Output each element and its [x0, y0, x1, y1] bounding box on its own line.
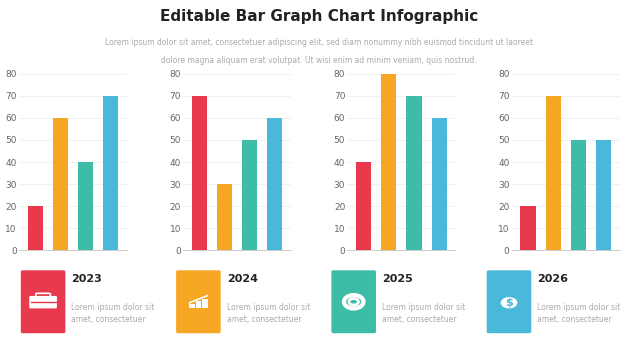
Bar: [596, 140, 611, 251]
Text: Lorem ipsum dolor sit
amet, consectetuer: Lorem ipsum dolor sit amet, consectetuer: [537, 303, 621, 324]
FancyBboxPatch shape: [176, 270, 221, 333]
Bar: [406, 96, 421, 251]
Text: Lorem ipsum dolor sit
amet, consectetuer: Lorem ipsum dolor sit amet, consectetuer: [71, 303, 155, 324]
Text: Lorem ipsum dolor sit
amet, consectetuer: Lorem ipsum dolor sit amet, consectetuer: [382, 303, 466, 324]
Bar: [356, 162, 371, 251]
FancyBboxPatch shape: [331, 270, 376, 333]
Text: 2026: 2026: [537, 274, 568, 284]
FancyBboxPatch shape: [21, 270, 65, 333]
Bar: [217, 184, 232, 251]
Bar: [103, 96, 118, 251]
Bar: [267, 118, 282, 251]
Bar: [546, 96, 561, 251]
Bar: [53, 118, 68, 251]
Text: $: $: [505, 298, 513, 308]
Circle shape: [501, 297, 517, 308]
Text: dolore magna aliquam erat volutpat. Ut wisi enim ad minim veniam, quis nostrud.: dolore magna aliquam erat volutpat. Ut w…: [162, 56, 477, 65]
Text: 2024: 2024: [227, 274, 258, 284]
FancyBboxPatch shape: [29, 296, 57, 308]
Bar: [571, 140, 586, 251]
Bar: [202, 299, 208, 308]
FancyBboxPatch shape: [487, 270, 531, 333]
Bar: [196, 301, 201, 308]
Bar: [242, 140, 257, 251]
Bar: [28, 206, 43, 251]
Bar: [381, 74, 396, 251]
Bar: [192, 96, 207, 251]
Text: Lorem ipsum dolor sit
amet, consectetuer: Lorem ipsum dolor sit amet, consectetuer: [227, 303, 310, 324]
Bar: [78, 162, 93, 251]
Bar: [189, 304, 195, 308]
Text: Editable Bar Graph Chart Infographic: Editable Bar Graph Chart Infographic: [160, 10, 478, 25]
Text: 2023: 2023: [71, 274, 102, 284]
Text: Lorem ipsum dolor sit amet, consectetuer adipiscing elit, sed diam nonummy nibh : Lorem ipsum dolor sit amet, consectetuer…: [105, 38, 533, 46]
Bar: [431, 118, 447, 251]
Bar: [520, 206, 535, 251]
Text: 2025: 2025: [382, 274, 413, 284]
